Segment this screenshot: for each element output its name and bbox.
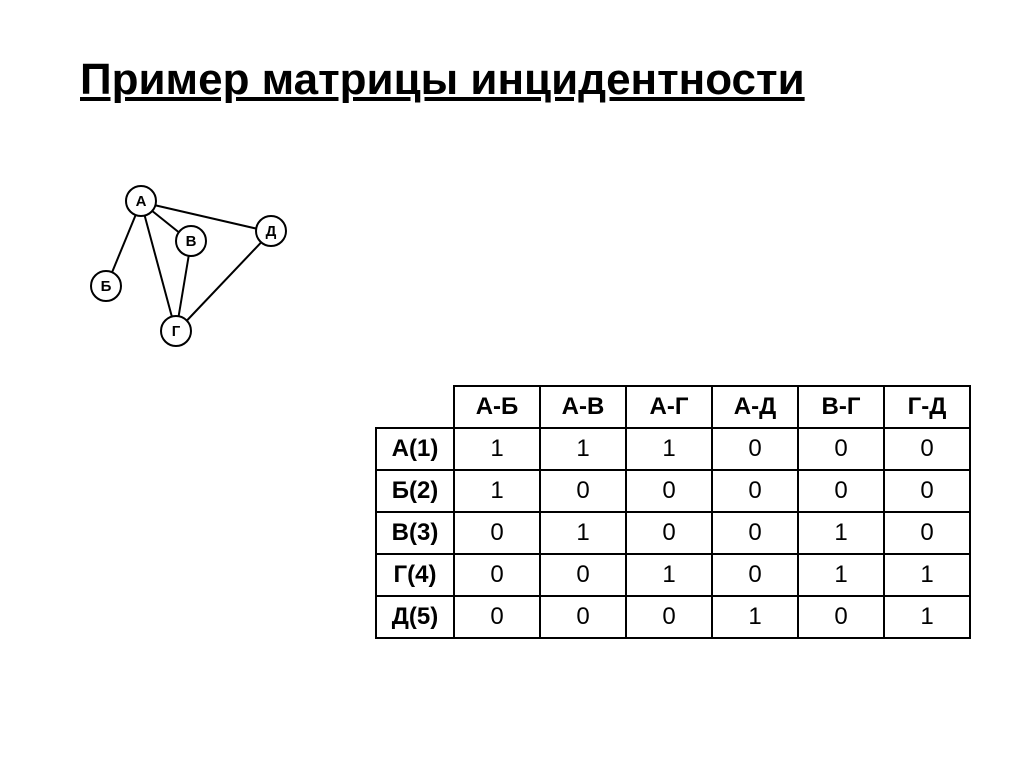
matrix-cell: 1 bbox=[798, 512, 884, 554]
matrix-cell: 1 bbox=[798, 554, 884, 596]
matrix-cell: 0 bbox=[712, 512, 798, 554]
matrix-cell: 0 bbox=[626, 596, 712, 638]
matrix-cell: 1 bbox=[454, 470, 540, 512]
matrix-cell: 0 bbox=[454, 512, 540, 554]
matrix-cell: 1 bbox=[540, 428, 626, 470]
matrix-column-header: В-Г bbox=[798, 386, 884, 428]
matrix-cell: 1 bbox=[540, 512, 626, 554]
matrix-cell: 0 bbox=[540, 554, 626, 596]
matrix-row-header: В(3) bbox=[376, 512, 454, 554]
matrix-cell: 1 bbox=[884, 596, 970, 638]
matrix-column-header: А-Д bbox=[712, 386, 798, 428]
matrix-cell: 0 bbox=[884, 428, 970, 470]
matrix-column-header: А-Б bbox=[454, 386, 540, 428]
matrix-cell: 1 bbox=[454, 428, 540, 470]
graph-node: Д bbox=[255, 215, 287, 247]
matrix-cell: 0 bbox=[712, 554, 798, 596]
matrix-row-header: Б(2) bbox=[376, 470, 454, 512]
matrix-cell: 0 bbox=[884, 470, 970, 512]
matrix-row-header: А(1) bbox=[376, 428, 454, 470]
page-title: Пример матрицы инцидентности bbox=[80, 55, 805, 105]
incidence-matrix-table: А-БА-ВА-ГА-ДВ-ГГ-ДА(1)111000Б(2)100000В(… bbox=[375, 385, 971, 639]
incidence-matrix-container: А-БА-ВА-ГА-ДВ-ГГ-ДА(1)111000Б(2)100000В(… bbox=[375, 385, 971, 639]
matrix-column-header: А-В bbox=[540, 386, 626, 428]
matrix-column-header: Г-Д bbox=[884, 386, 970, 428]
graph-diagram: А Б В Г Д bbox=[85, 185, 305, 365]
matrix-cell: 0 bbox=[540, 596, 626, 638]
matrix-cell: 1 bbox=[626, 428, 712, 470]
graph-node: Б bbox=[90, 270, 122, 302]
matrix-cell: 0 bbox=[454, 596, 540, 638]
matrix-cell: 0 bbox=[798, 470, 884, 512]
matrix-cell: 0 bbox=[712, 428, 798, 470]
matrix-cell: 1 bbox=[712, 596, 798, 638]
graph-node: А bbox=[125, 185, 157, 217]
matrix-cell: 0 bbox=[454, 554, 540, 596]
matrix-cell: 0 bbox=[798, 428, 884, 470]
graph-node: В bbox=[175, 225, 207, 257]
matrix-row-header: Г(4) bbox=[376, 554, 454, 596]
matrix-cell: 0 bbox=[626, 470, 712, 512]
matrix-cell: 1 bbox=[884, 554, 970, 596]
matrix-cell: 0 bbox=[798, 596, 884, 638]
matrix-cell: 0 bbox=[884, 512, 970, 554]
matrix-cell: 1 bbox=[626, 554, 712, 596]
graph-edge bbox=[140, 202, 177, 333]
matrix-empty-corner bbox=[376, 386, 454, 428]
graph-node: Г bbox=[160, 315, 192, 347]
matrix-cell: 0 bbox=[712, 470, 798, 512]
matrix-cell: 0 bbox=[626, 512, 712, 554]
matrix-row-header: Д(5) bbox=[376, 596, 454, 638]
matrix-cell: 0 bbox=[540, 470, 626, 512]
matrix-column-header: А-Г bbox=[626, 386, 712, 428]
